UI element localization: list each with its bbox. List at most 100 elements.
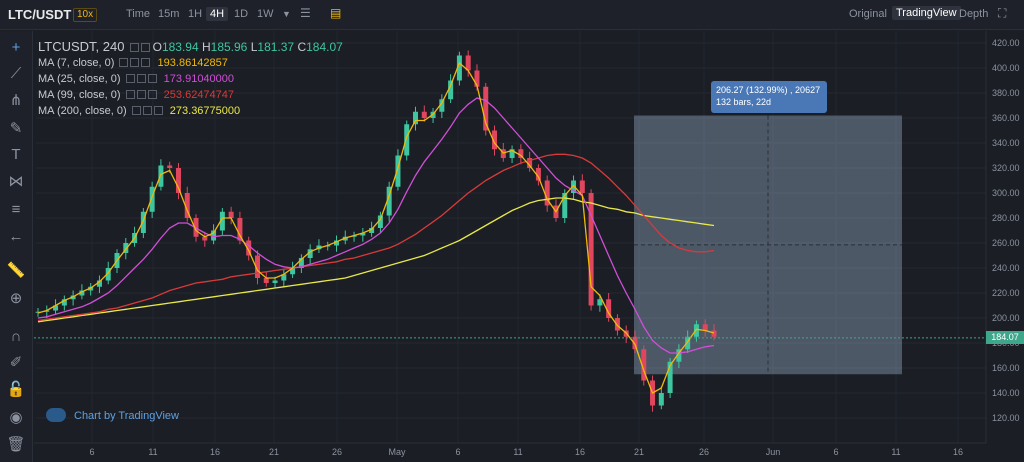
candle-body	[658, 393, 664, 406]
indicators-icon[interactable]: ☰	[300, 6, 311, 20]
trash-icon[interactable]: 🗑	[6, 436, 26, 453]
time-tick-label: 11	[148, 447, 157, 457]
candle-body	[281, 274, 287, 281]
brush-icon[interactable]: ✎	[9, 120, 23, 137]
candle-body	[702, 324, 708, 331]
price-axis: 420.00 400.00 380.00 360.00 340.00 320.00 300.…	[985, 31, 1024, 443]
text-icon[interactable]: T	[11, 146, 21, 163]
candle-body	[246, 240, 252, 256]
candle-body	[263, 278, 269, 283]
crosshair-icon[interactable]: +	[11, 39, 21, 56]
ma7-label: MA (7, close, 0)	[38, 57, 115, 69]
templates-icon[interactable]: ▤	[330, 6, 342, 20]
candle-body	[404, 124, 410, 156]
candle-body	[237, 218, 243, 241]
ma99-settings-icon[interactable]	[136, 90, 146, 99]
ma25-eye-icon[interactable]	[125, 74, 135, 83]
candle-body	[140, 211, 146, 233]
magnet-icon[interactable]: ∩	[10, 328, 22, 345]
price-tick-label: 320.00	[992, 163, 1020, 173]
candle-body	[667, 361, 673, 393]
candle-body	[211, 230, 217, 241]
pair-title[interactable]: LTC/USDT	[8, 7, 72, 22]
time-axis: 6 11 16 21 26 May 6 11 16 21 26 Jun 6 11 16	[34, 442, 1024, 462]
ma25-close-icon[interactable]	[147, 74, 157, 83]
ma25-value: 173.91040000	[163, 73, 235, 85]
trendline-icon[interactable]: ⟋	[10, 65, 22, 82]
price-tick-label: 300.00	[992, 188, 1020, 198]
candle-body	[290, 268, 296, 275]
ma7-close-icon[interactable]	[141, 58, 151, 67]
lock-drawing-icon[interactable]: ✐	[9, 354, 23, 371]
ma25-settings-icon[interactable]	[136, 74, 146, 83]
lock-icon[interactable]: 🔓	[6, 381, 26, 398]
ma99-close-icon[interactable]	[147, 90, 157, 99]
candle-body	[527, 158, 533, 168]
chevron-down-icon[interactable]: ▼	[282, 9, 291, 19]
interval-1w[interactable]: 1W	[257, 8, 274, 20]
time-tick-label: 6	[833, 447, 838, 457]
time-tick-label: May	[388, 447, 406, 457]
close-label: C	[297, 40, 307, 54]
interval-time[interactable]: Time	[126, 8, 151, 20]
view-depth[interactable]: Depth	[959, 8, 989, 20]
candle-body	[175, 168, 181, 193]
eye-icon[interactable]: ◉	[9, 409, 23, 426]
interval-1d[interactable]: 1D	[234, 8, 249, 20]
zoom-in-icon[interactable]: ⊕	[9, 290, 23, 307]
candle-body	[439, 99, 445, 112]
time-tick-label: 21	[269, 447, 279, 457]
candle-body	[395, 155, 401, 187]
candle-body	[272, 280, 278, 283]
view-original[interactable]: Original	[849, 8, 887, 20]
time-tick-label: 11	[513, 447, 522, 457]
back-arrow-icon[interactable]: ←	[8, 228, 24, 245]
candle-body	[693, 324, 699, 337]
candle-body	[307, 249, 313, 258]
time-tick-label: 26	[332, 447, 342, 457]
candle-body	[544, 180, 550, 206]
current-price-tag: 184.07	[986, 330, 1024, 344]
candle-body	[588, 193, 594, 306]
candle-body	[360, 233, 366, 236]
candle-body	[254, 255, 260, 278]
candle-body	[509, 149, 515, 158]
candle-body	[202, 236, 208, 241]
ma200-value: 273.36775000	[169, 105, 241, 117]
candle-body	[167, 165, 173, 168]
pitchfork-icon[interactable]: ⋔	[9, 92, 23, 109]
candle-body	[53, 305, 59, 311]
eye-toggle-icon[interactable]	[129, 43, 139, 52]
candle-body	[562, 193, 568, 218]
price-tick-label: 220.00	[992, 288, 1020, 298]
ma7-eye-icon[interactable]	[119, 58, 129, 67]
ma25-label: MA (25, close, 0)	[38, 73, 121, 85]
interval-4h[interactable]: 4H	[206, 7, 229, 21]
fullscreen-icon[interactable]: ⛶	[998, 6, 1007, 20]
high-value: 185.96	[210, 40, 248, 54]
moving-averages	[37, 61, 715, 394]
tradingview-watermark[interactable]: Chart by TradingView	[46, 408, 179, 422]
ma200-eye-icon[interactable]	[131, 106, 141, 115]
settings-icon[interactable]	[140, 43, 150, 52]
pattern-icon[interactable]: ⋈	[8, 173, 24, 190]
ruler-icon[interactable]: 📏	[6, 262, 26, 279]
ma200-line	[37, 197, 715, 323]
ma99-eye-icon[interactable]	[125, 90, 135, 99]
time-tick-label: 16	[575, 447, 585, 457]
interval-15m[interactable]: 15m	[158, 8, 180, 20]
view-tradingview[interactable]: TradingView	[892, 6, 961, 20]
ma200-close-icon[interactable]	[153, 106, 163, 115]
candle-body	[518, 149, 524, 158]
candle-body	[386, 186, 392, 216]
candle-body	[448, 80, 454, 100]
candle-body	[61, 299, 67, 306]
interval-1h[interactable]: 1H	[188, 8, 203, 20]
price-tick-label: 360.00	[992, 113, 1020, 123]
ma7-settings-icon[interactable]	[130, 58, 140, 67]
ma200-settings-icon[interactable]	[142, 106, 152, 115]
fib-icon[interactable]: ≡	[11, 201, 21, 218]
price-tick-label: 420.00	[992, 38, 1020, 48]
candle-body	[483, 86, 489, 131]
